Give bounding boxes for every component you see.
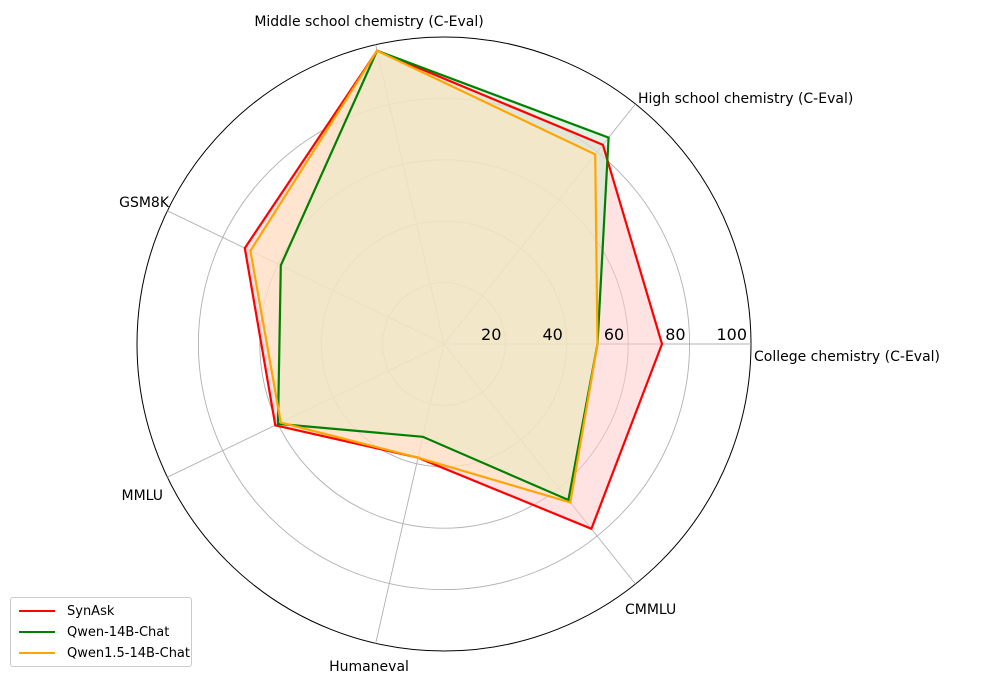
r-tick-label-80: 80 — [665, 325, 685, 344]
axis-label-3: GSM8K — [119, 195, 170, 211]
radar-series — [243, 49, 664, 531]
legend-label-1: Qwen-14B-Chat — [67, 624, 170, 640]
legend-item-0: SynAsk — [19, 601, 114, 621]
axis-label-5: Humaneval — [329, 659, 409, 675]
r-tick-label-60: 60 — [604, 325, 624, 344]
legend-label-0: SynAsk — [67, 603, 115, 619]
legend-item-2: Qwen1.5-14B-Chat — [19, 643, 190, 663]
series-line-2 — [249, 49, 599, 504]
radar-labels: 20 40 60 80 100 College chemistry (C-Eval) Hig… — [119, 14, 940, 675]
series-line-1 — [276, 49, 610, 502]
axis-label-6: CMMLU — [625, 602, 676, 618]
legend: SynAsk Qwen-14B-Chat Qwen1.5-14B-Chat — [10, 597, 192, 667]
legend-swatch-2 — [19, 652, 55, 654]
r-tick-label-20: 20 — [481, 325, 501, 344]
legend-item-1: Qwen-14B-Chat — [19, 622, 169, 642]
r-tick-label-100: 100 — [716, 325, 747, 344]
axis-label-1: High school chemistry (C-Eval) — [638, 91, 853, 107]
legend-swatch-1 — [19, 631, 55, 633]
legend-swatch-0 — [19, 610, 55, 612]
series-line-0 — [243, 49, 664, 531]
legend-label-2: Qwen1.5-14B-Chat — [67, 645, 190, 661]
axis-label-0: College chemistry (C-Eval) — [754, 349, 940, 365]
axis-label-4: MMLU — [121, 488, 163, 504]
r-tick-label-40: 40 — [542, 325, 562, 344]
axis-label-2: Middle school chemistry (C-Eval) — [254, 14, 483, 30]
series-fill-2 — [250, 50, 598, 503]
